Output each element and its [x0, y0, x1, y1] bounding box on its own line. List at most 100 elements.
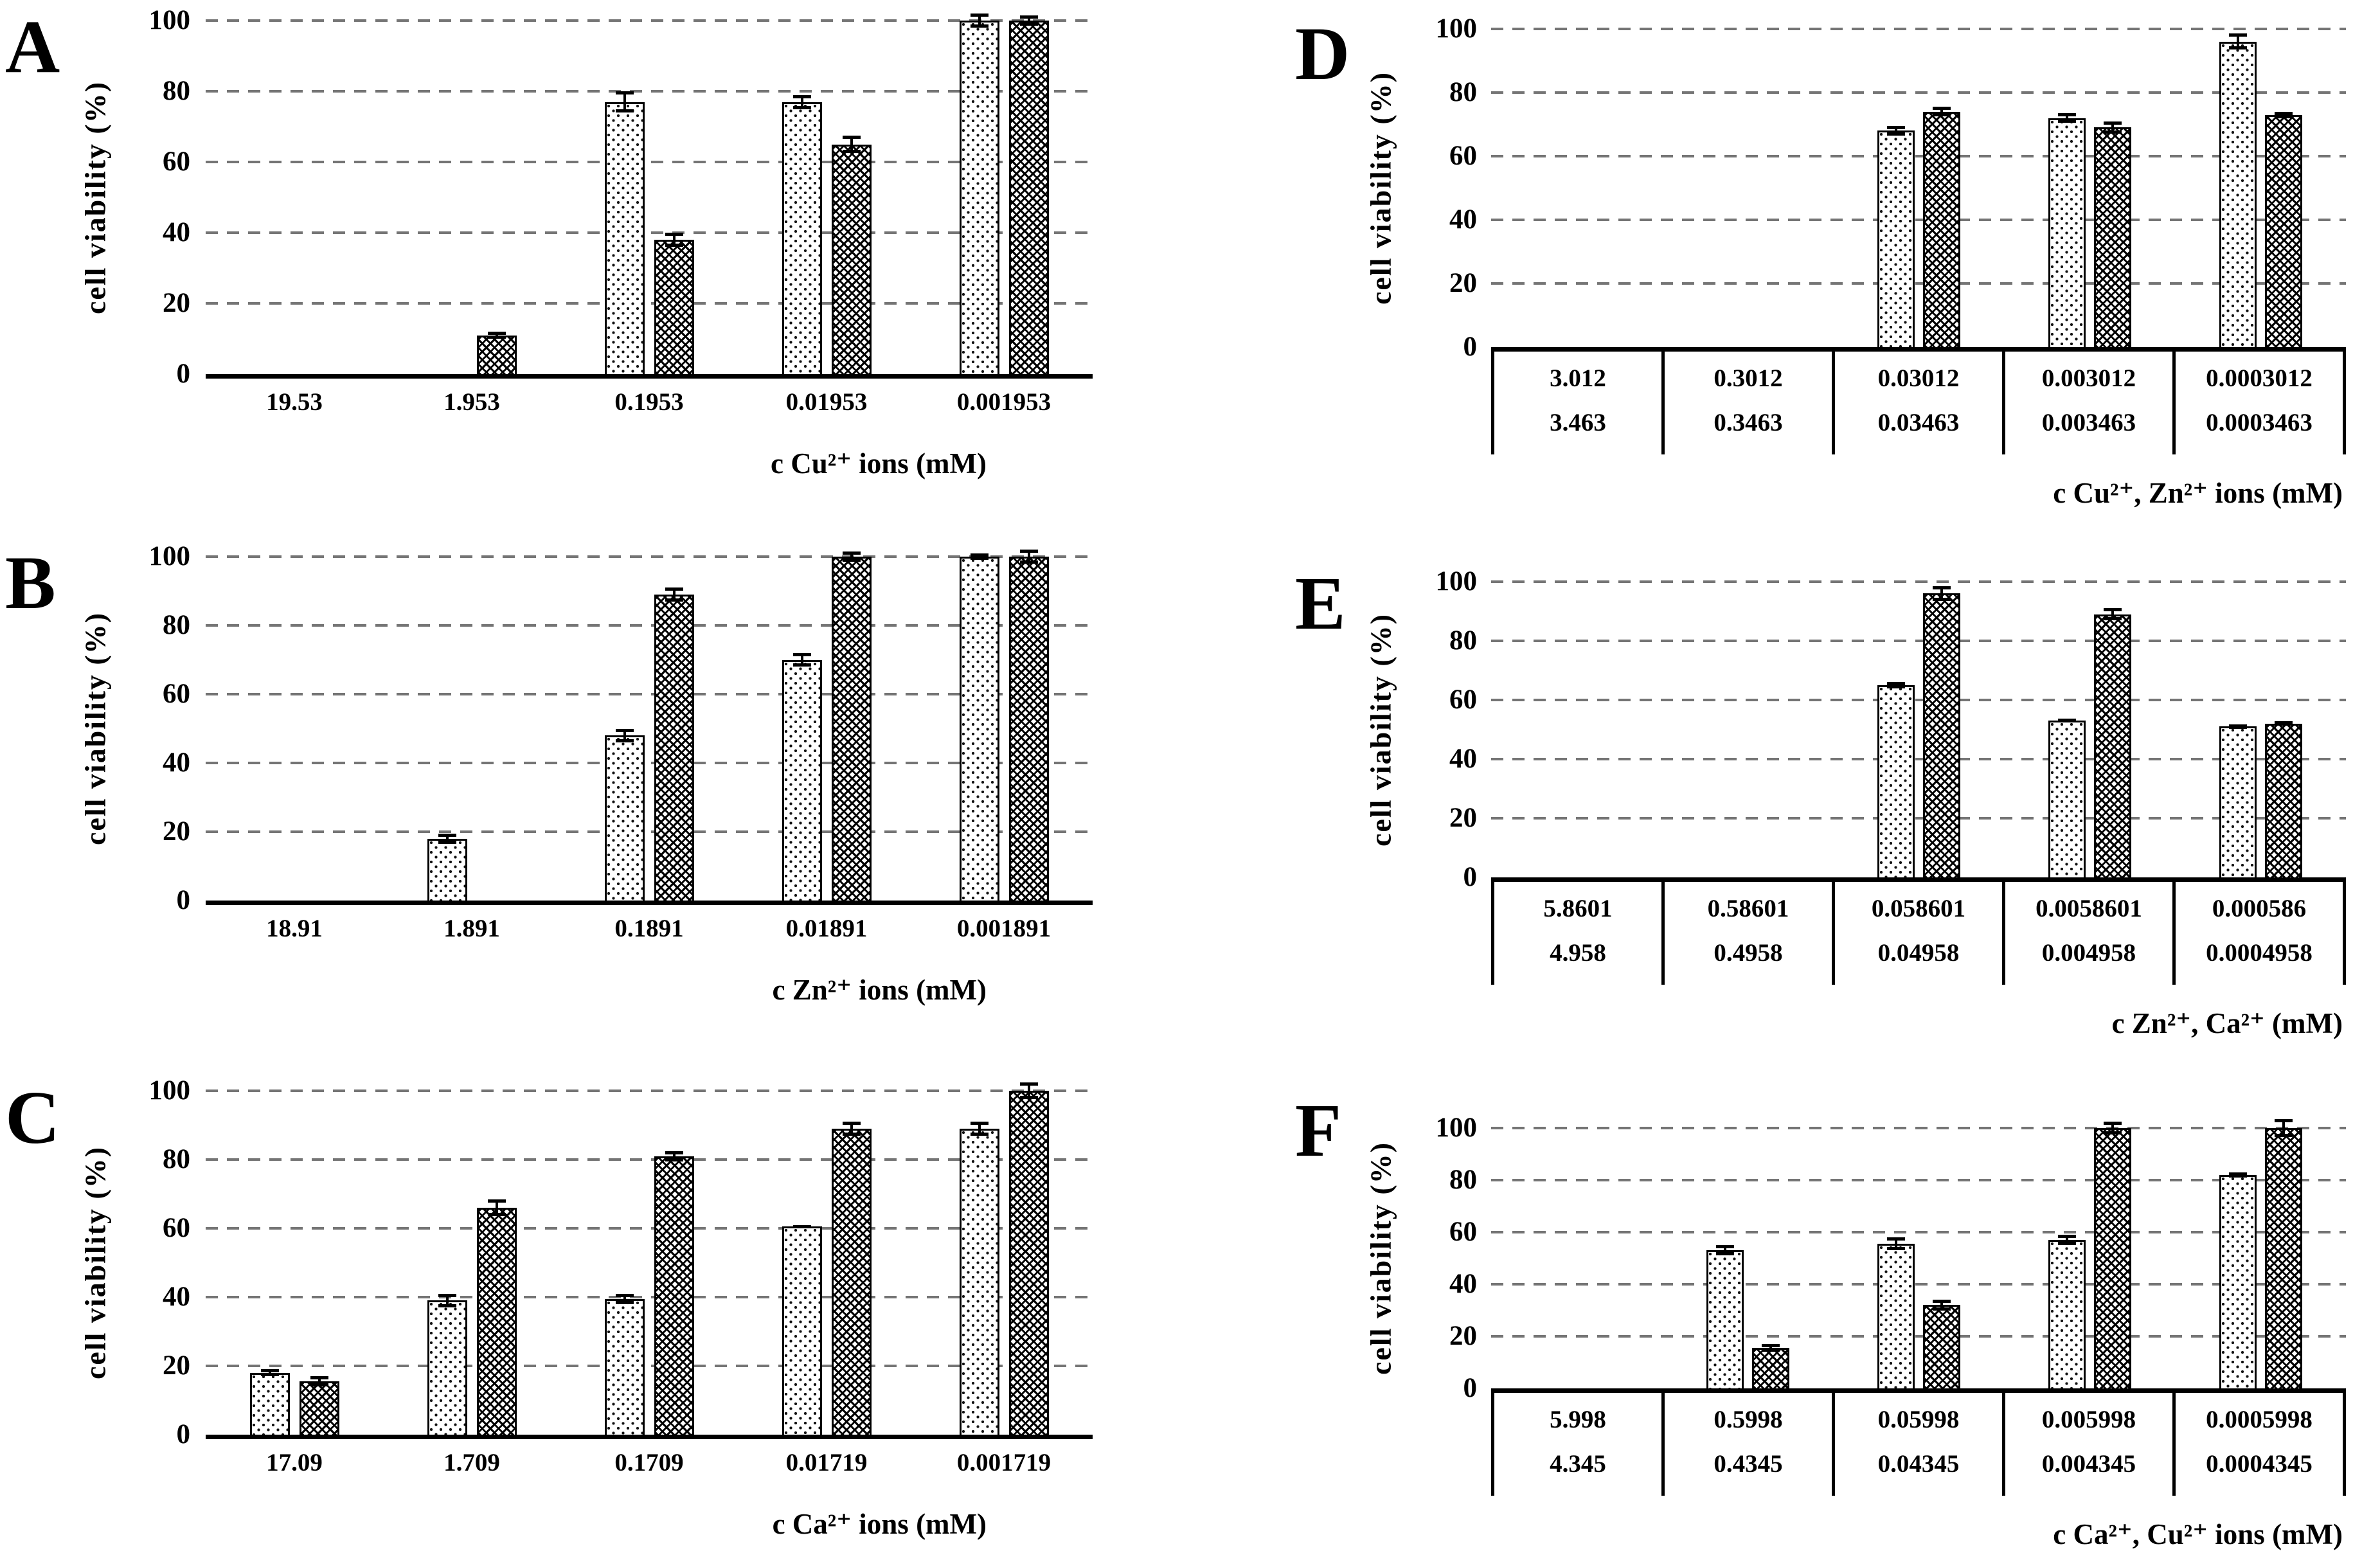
error-bar-cap-top [487, 332, 506, 335]
error-bar-cap-bottom [260, 1373, 279, 1377]
gridline-20 [206, 302, 1093, 305]
gridline-80 [206, 1158, 1093, 1161]
error-bar [2228, 33, 2247, 50]
bar-series-2-crosshatch-pattern [654, 594, 694, 901]
bar-series-2-crosshatch-pattern [2264, 114, 2302, 347]
error-bar [310, 1376, 328, 1387]
bar-group [738, 21, 915, 374]
error-bar-cap-bottom [2057, 120, 2076, 123]
x-category-value-row1: 0.03012 [1877, 364, 1960, 392]
gridline-80 [206, 624, 1093, 627]
gridline-20 [1491, 817, 2346, 820]
y-tick-label: 80 [1449, 1165, 1477, 1195]
bar-group [206, 1091, 383, 1435]
x-category-value-row2: 0.004958 [2041, 939, 2136, 967]
error-bar [842, 135, 861, 154]
x-axis-baseline [1491, 347, 2346, 352]
bar-series-2-crosshatch-pattern [2093, 1128, 2131, 1388]
error-bar [1019, 15, 1038, 26]
bar-group [915, 550, 1093, 901]
error-bar-cap-bottom [665, 598, 683, 602]
x-category-value-row1: 0.005998 [2041, 1406, 2136, 1433]
x-category-labels: 19.53 1.953 0.1953 0.01953 0.001953 [206, 388, 1093, 417]
error-bar-stem [2111, 608, 2114, 620]
error-bar [842, 551, 861, 562]
bar-series-2-crosshatch-pattern [1008, 557, 1049, 901]
bar-series-1-dotted-pattern [782, 1226, 822, 1435]
bar-group [1662, 29, 1833, 347]
gridline-60 [206, 1227, 1093, 1230]
error-bar-cap-bottom [1019, 1096, 1038, 1100]
x-category-cell: 0.0003012 0.0003463 [2176, 352, 2346, 454]
x-axis-title: c Cu²⁺ ions (mM) [771, 447, 987, 480]
error-bar-cap-top [1886, 682, 1905, 686]
x-axis-baseline [1491, 877, 2346, 882]
y-tick-label: 60 [1449, 685, 1477, 715]
error-bar [970, 1122, 989, 1136]
bar-series-2-crosshatch-pattern [299, 1381, 339, 1435]
error-bar-cap-bottom [792, 663, 811, 667]
plot-area-A [206, 13, 1093, 379]
x-category-value-row1: 0.5998 [1713, 1406, 1783, 1433]
y-tick-label: 40 [163, 1282, 190, 1312]
x-category-value-row1: 0.05998 [1877, 1406, 1960, 1433]
error-bar-cap-top [615, 91, 634, 94]
error-bar-cap-bottom [842, 150, 861, 154]
error-bar-cap-top [970, 13, 989, 17]
x-category-label: 18.91 [266, 915, 323, 942]
error-bar-stem [1723, 1245, 1726, 1256]
error-bar [2274, 721, 2293, 726]
error-bar [615, 1293, 634, 1304]
x-category-label: 0.001953 [956, 388, 1051, 416]
gridline-20 [1491, 282, 2346, 285]
y-tick-label: 60 [163, 1213, 190, 1243]
y-tick-label: 40 [163, 217, 190, 247]
bar-series-1-dotted-pattern [959, 1128, 999, 1435]
x-category-labels: 18.91 1.891 0.1891 0.01891 0.001891 [206, 914, 1093, 943]
x-category-cell: 0.5998 0.4345 [1665, 1393, 1835, 1496]
y-tick-label: 0 [1463, 1373, 1478, 1403]
bar-group [560, 21, 738, 374]
x-category-label: 1.891 [443, 915, 500, 942]
error-bar-cap-top [1019, 550, 1038, 553]
x-axis-baseline [206, 374, 1093, 379]
bar-group [206, 21, 383, 374]
error-bar-cap-top [1886, 1237, 1905, 1241]
x-axis-title: c Ca²⁺ ions (mM) [772, 1508, 987, 1540]
x-axis-title: c Cu²⁺, Zn²⁺ ions (mM) [2053, 477, 2343, 509]
error-bar [260, 1369, 279, 1377]
error-bar-stem [623, 1293, 626, 1304]
y-tick-label: 40 [163, 748, 190, 778]
error-bar-stem [2111, 1121, 2114, 1135]
y-tick-label: 40 [1449, 204, 1477, 235]
error-bar-cap-top [260, 1369, 279, 1373]
error-bar [1715, 1245, 1734, 1256]
y-tick-label: 100 [1435, 13, 1478, 44]
error-bar-cap-top [665, 233, 683, 236]
error-bar-stem [978, 1122, 981, 1136]
x-axis-baseline [206, 901, 1093, 905]
x-category-value-row1: 0.0005998 [2206, 1406, 2313, 1433]
bar-series-1-dotted-pattern [959, 557, 999, 901]
gridline-100 [206, 19, 1093, 22]
error-bar-cap-top [2228, 33, 2247, 37]
bar-series-1-dotted-pattern [782, 102, 822, 374]
error-bar-cap-bottom [1932, 597, 1951, 601]
error-bar-cap-bottom [1019, 560, 1038, 564]
bar-group [206, 557, 383, 901]
bar-series-1-dotted-pattern [2048, 1240, 2086, 1388]
error-bar-cap-top [970, 553, 989, 557]
bar-series-2-crosshatch-pattern [1922, 1305, 1960, 1388]
bar-group [738, 1091, 915, 1435]
gridline-20 [1491, 1335, 2346, 1338]
x-category-value-row2: 3.463 [1550, 409, 1606, 436]
error-bar-stem [800, 94, 803, 109]
error-bar [1886, 1237, 1905, 1251]
x-category-value-row2: 0.04958 [1877, 939, 1960, 967]
y-tick-label: 20 [163, 1350, 190, 1381]
error-bar-cap-top [1019, 1082, 1038, 1086]
bar-series-2-crosshatch-pattern [831, 144, 872, 374]
error-bar-cap-top [665, 587, 683, 591]
error-bar-cap-top [970, 1122, 989, 1125]
error-bar-cap-top [2228, 1172, 2247, 1176]
